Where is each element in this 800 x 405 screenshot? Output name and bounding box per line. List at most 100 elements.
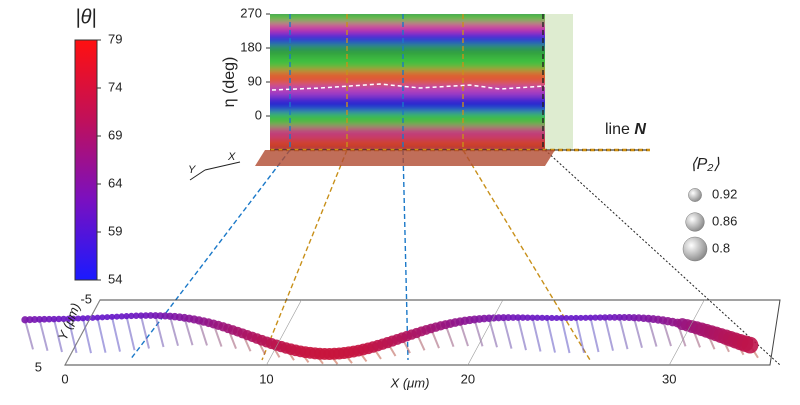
chain-bead xyxy=(611,314,618,321)
director-stick xyxy=(67,318,78,354)
colorbar-title: |θ| xyxy=(75,6,96,28)
chain-bead xyxy=(45,315,53,323)
colorbar-tick-label: 59 xyxy=(108,223,122,238)
chain-bead xyxy=(31,316,39,324)
colorbar-tick-label: 64 xyxy=(108,175,122,190)
map-tick-label: 90 xyxy=(248,73,262,88)
chain-bead xyxy=(40,315,48,323)
director-stick xyxy=(183,317,194,346)
chain-bead xyxy=(543,314,551,321)
director-stick xyxy=(517,317,527,351)
x-tick-label: 20 xyxy=(461,371,475,386)
x-tick-label: 0 xyxy=(61,371,68,386)
director-stick xyxy=(38,319,49,352)
director-stick xyxy=(633,317,643,348)
chain-bead xyxy=(514,314,522,321)
line-label-text: line xyxy=(605,121,630,138)
colorbar xyxy=(74,39,98,281)
x-axis-label: X (μm) xyxy=(390,375,430,390)
director-stick xyxy=(589,317,600,353)
y-tick-label: -5 xyxy=(80,291,92,306)
chain-bead xyxy=(741,336,759,354)
director-stick xyxy=(604,317,614,351)
director-stick xyxy=(531,317,542,352)
line-label: line N xyxy=(605,121,646,138)
director-stick xyxy=(154,315,165,348)
legend-label: 0.92 xyxy=(712,186,737,201)
colorbar-tick-label: 54 xyxy=(108,271,122,286)
chain-bead xyxy=(60,315,67,323)
director-stick xyxy=(662,320,672,347)
chain-bead xyxy=(597,314,604,321)
chain-bead xyxy=(94,314,101,321)
chain-bead xyxy=(606,314,614,321)
chain-bead xyxy=(142,312,150,319)
chain-bead xyxy=(70,315,77,322)
chain-bead xyxy=(118,313,125,320)
colorbar-tick-label: 79 xyxy=(108,31,122,46)
line-label-bold: N xyxy=(634,121,646,138)
director-stick xyxy=(82,318,92,354)
chain-bead xyxy=(123,313,130,320)
chain-bead xyxy=(55,315,63,323)
director-stick xyxy=(111,316,121,352)
director-stick xyxy=(96,317,107,353)
chain-bead xyxy=(79,315,87,322)
chain-bead xyxy=(558,315,565,322)
director-stick xyxy=(169,315,179,347)
guide-lines xyxy=(129,14,781,366)
director-stick xyxy=(546,317,556,353)
chain-bead xyxy=(539,314,546,321)
director-stick xyxy=(618,317,629,350)
chain-bead xyxy=(137,312,145,319)
colorbar-tick-label: 69 xyxy=(108,127,122,142)
director-stick xyxy=(647,318,658,347)
chain-bead xyxy=(572,314,580,321)
chain-bead xyxy=(128,312,135,320)
chain-bead xyxy=(548,314,555,321)
axis-x-name: X xyxy=(227,151,236,163)
chain-bead xyxy=(601,314,609,321)
director-stick xyxy=(198,320,208,346)
director-stick xyxy=(575,317,585,354)
director-stick xyxy=(140,315,150,349)
chain-bead xyxy=(592,314,599,321)
director-stick xyxy=(459,321,469,347)
axis-indicator xyxy=(189,161,241,181)
chain-bead xyxy=(509,314,517,321)
chain-bead xyxy=(132,312,140,319)
director-stick xyxy=(53,318,63,353)
y-tick-label: 5 xyxy=(35,359,42,374)
chain-bead xyxy=(104,314,111,321)
x-grid-line xyxy=(266,299,302,366)
chain-bead xyxy=(75,315,82,322)
director-stick xyxy=(488,317,498,348)
map-tick-label: 180 xyxy=(240,39,262,54)
map-tick-label: 270 xyxy=(240,5,262,20)
chain-bead xyxy=(553,314,560,321)
director-stick xyxy=(560,317,571,354)
director-stick xyxy=(473,319,484,347)
chain-bead xyxy=(36,315,43,323)
colorbar-tick-label: 74 xyxy=(108,79,122,94)
fiber-chain xyxy=(21,312,759,365)
chain-bead xyxy=(577,314,584,321)
x-tick-label: 10 xyxy=(259,371,273,386)
x-grid-line xyxy=(64,299,101,366)
map-footprint xyxy=(255,150,555,166)
chain-bead xyxy=(587,314,594,321)
eta-map xyxy=(270,14,545,150)
x-tick-label: 30 xyxy=(662,371,676,386)
chain-bead xyxy=(108,313,116,320)
chain-bead xyxy=(50,315,58,323)
chain-bead xyxy=(519,314,527,321)
chain-bead xyxy=(534,314,541,321)
chain-bead xyxy=(147,312,155,319)
chain-bead xyxy=(65,315,72,322)
chain-bead xyxy=(563,314,570,321)
chain-bead xyxy=(568,314,575,321)
director-stick xyxy=(24,319,34,350)
legend-marker xyxy=(685,212,705,232)
chain-bead xyxy=(582,314,589,321)
legend-marker xyxy=(688,188,702,202)
